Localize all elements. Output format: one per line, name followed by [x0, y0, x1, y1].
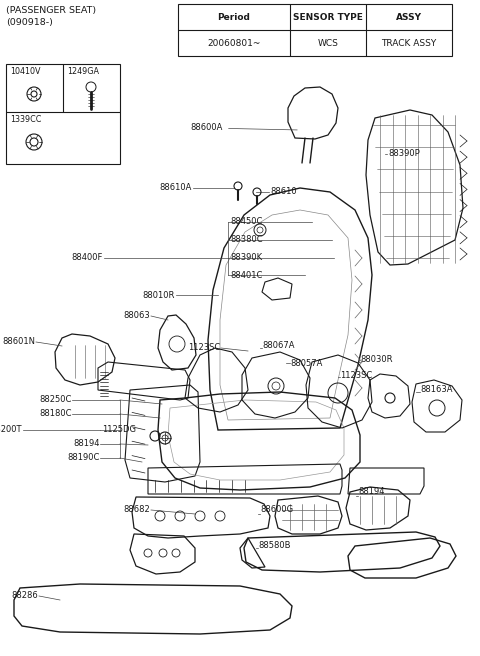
Text: 88180C: 88180C — [39, 409, 72, 419]
Text: 1123SC: 1123SC — [340, 371, 372, 380]
Text: 88163A: 88163A — [420, 386, 453, 394]
Text: 88200T: 88200T — [0, 426, 22, 434]
Text: WCS: WCS — [318, 39, 338, 47]
Text: 88194: 88194 — [73, 440, 100, 449]
Text: 1249GA: 1249GA — [67, 67, 99, 76]
Text: 88250C: 88250C — [40, 396, 72, 405]
Text: 1339CC: 1339CC — [10, 115, 41, 124]
Text: TRACK ASSY: TRACK ASSY — [382, 39, 437, 47]
Text: 88057A: 88057A — [290, 358, 323, 367]
Text: 88450C: 88450C — [230, 218, 263, 226]
Text: 88401C: 88401C — [230, 270, 263, 279]
Text: 88380C: 88380C — [230, 236, 263, 245]
Text: 88400F: 88400F — [72, 253, 103, 262]
Text: 88010R: 88010R — [143, 291, 175, 300]
Text: 88390K: 88390K — [230, 253, 262, 262]
Text: SENSOR TYPE: SENSOR TYPE — [293, 12, 363, 22]
Text: 1125DG: 1125DG — [102, 426, 136, 434]
Text: 88601N: 88601N — [2, 337, 35, 346]
Text: 88194: 88194 — [358, 487, 384, 497]
Text: 88390P: 88390P — [388, 150, 420, 159]
Text: 88600G: 88600G — [260, 506, 293, 514]
Text: ASSY: ASSY — [396, 12, 422, 22]
Text: (090918-): (090918-) — [6, 18, 53, 27]
Text: 88030R: 88030R — [360, 356, 393, 365]
Text: 88067A: 88067A — [262, 340, 295, 350]
Text: 1123SC: 1123SC — [188, 344, 220, 352]
Text: 88682: 88682 — [123, 506, 150, 514]
Text: 88580B: 88580B — [258, 541, 290, 550]
Text: (PASSENGER SEAT): (PASSENGER SEAT) — [6, 6, 96, 15]
Text: 88063: 88063 — [123, 312, 150, 321]
Text: Period: Period — [217, 12, 251, 22]
Text: 88610: 88610 — [270, 188, 297, 197]
Text: 88286: 88286 — [11, 592, 38, 600]
Text: 88190C: 88190C — [68, 453, 100, 462]
Text: 88610A: 88610A — [160, 184, 192, 192]
Text: 20060801~: 20060801~ — [207, 39, 261, 47]
Text: 88600A: 88600A — [191, 123, 297, 133]
Text: 10410V: 10410V — [10, 67, 40, 76]
